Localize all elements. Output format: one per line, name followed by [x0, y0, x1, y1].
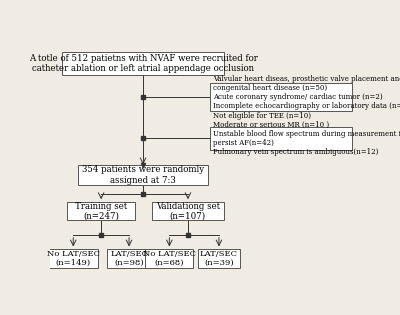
FancyBboxPatch shape [152, 202, 224, 220]
Text: Valvular heart diseas, prosthetic valve placement and
congenital heart disease (: Valvular heart diseas, prosthetic valve … [213, 75, 400, 120]
FancyBboxPatch shape [198, 249, 240, 268]
FancyBboxPatch shape [48, 249, 98, 268]
FancyBboxPatch shape [210, 127, 352, 150]
Text: A totle of 512 patietns with NVAF were recruited for
catheter ablation or left a: A totle of 512 patietns with NVAF were r… [28, 54, 258, 73]
FancyBboxPatch shape [145, 249, 193, 268]
FancyBboxPatch shape [67, 202, 135, 220]
FancyBboxPatch shape [107, 249, 151, 268]
Text: Moderate or serious MR (n=10 )
Unstable blood flow spectrum during measurement i: Moderate or serious MR (n=10 ) Unstable … [213, 121, 400, 156]
Text: Training set
(n=247): Training set (n=247) [75, 202, 127, 221]
Text: No LAT/SEC
(n=149): No LAT/SEC (n=149) [47, 250, 100, 267]
Text: Validationg set
(n=107): Validationg set (n=107) [156, 202, 220, 221]
Text: LAT/SEC
(n=98): LAT/SEC (n=98) [110, 250, 148, 267]
FancyBboxPatch shape [210, 83, 352, 111]
Text: No LAT/SEC
(n=68): No LAT/SEC (n=68) [143, 250, 196, 267]
FancyBboxPatch shape [62, 52, 224, 75]
Text: 354 patients were randomly
assigned at 7:3: 354 patients were randomly assigned at 7… [82, 165, 204, 185]
Text: LAT/SEC
(n=39): LAT/SEC (n=39) [200, 250, 238, 267]
FancyBboxPatch shape [78, 164, 208, 185]
